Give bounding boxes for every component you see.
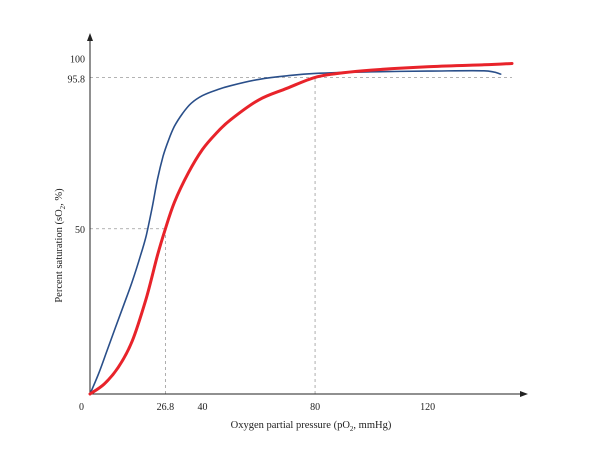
data-series bbox=[88, 62, 514, 396]
x-axis-title-main: Oxygen partial pressure (pO bbox=[231, 420, 351, 431]
tick-labels: 26.8 40 80 120 50 95.8 100 bbox=[68, 55, 436, 413]
x-axis-title: Oxygen partial pressure (pO2, mmHg) bbox=[231, 420, 392, 433]
reference-lines bbox=[90, 77, 512, 394]
x-tick-label-2: 80 bbox=[310, 402, 320, 413]
y-axis-title-main: Percent saturation (sO bbox=[54, 209, 65, 303]
series-line-0 bbox=[89, 69, 502, 395]
origin-label: 0 bbox=[79, 402, 84, 413]
series-line-1 bbox=[88, 62, 514, 396]
y-axis-title-tail: , %) bbox=[54, 188, 65, 206]
y-axis-title: Percent saturation (sO2, %) bbox=[54, 188, 67, 303]
x-tick-label-1: 40 bbox=[198, 402, 208, 413]
x-tick-label-3: 120 bbox=[420, 402, 435, 413]
y-tick-label-1: 95.8 bbox=[68, 74, 86, 85]
y-tick-label-0: 50 bbox=[75, 225, 85, 236]
x-axis-title-tail: , mmHg) bbox=[353, 420, 391, 431]
y-tick-label-2: 100 bbox=[70, 55, 85, 66]
x-tick-label-0: 26.8 bbox=[157, 402, 175, 413]
x-axis-title-subscript: 2 bbox=[350, 425, 354, 433]
y-axis-title-subscript: 2 bbox=[59, 205, 67, 209]
